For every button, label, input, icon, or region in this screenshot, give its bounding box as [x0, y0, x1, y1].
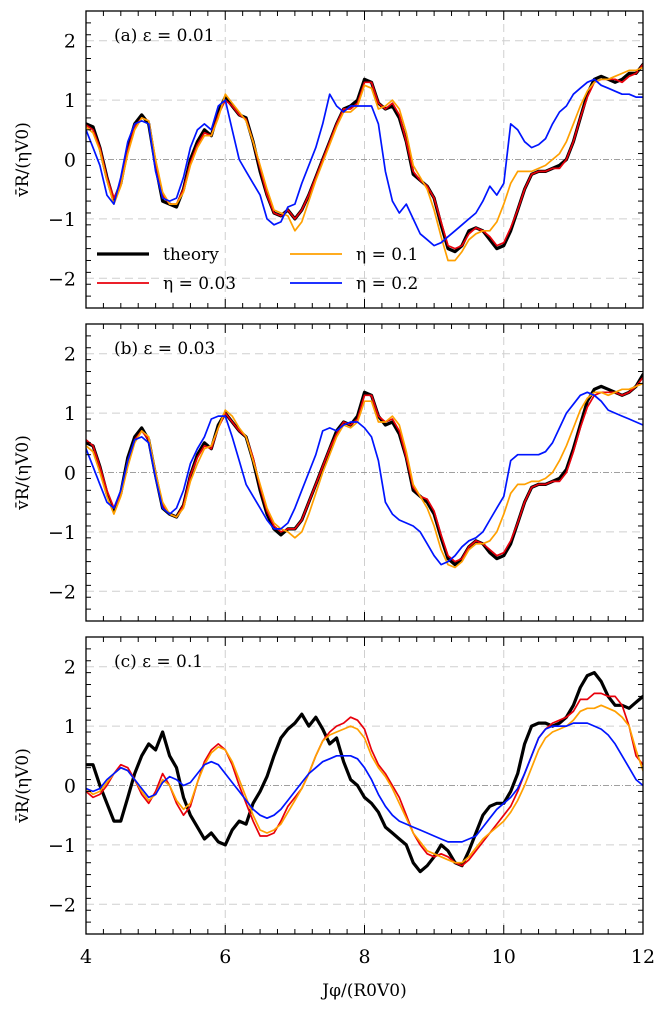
y-axis-label: v̄R/(ηV0) [13, 748, 33, 824]
y-tick-label: 1 [64, 90, 76, 112]
panel-label: (c) ε = 0.1 [114, 652, 203, 672]
y-tick-label: 0 [64, 463, 76, 485]
series-group [86, 671, 643, 874]
panel-label: (b) ε = 0.03 [114, 339, 215, 359]
legend-label: η = 0.1 [356, 245, 418, 265]
series-group [86, 62, 643, 262]
y-tick-label: 0 [64, 776, 76, 798]
y-tick-label: 2 [64, 657, 76, 679]
legend-label: η = 0.2 [356, 274, 418, 294]
x-tick-label: 8 [358, 946, 370, 968]
x-tick-label: 10 [492, 946, 516, 968]
series-line-3 [86, 78, 643, 247]
legend-label: η = 0.03 [163, 274, 236, 294]
series-group [86, 372, 643, 569]
y-tick-label: −1 [48, 209, 76, 231]
panel-label: (a) ε = 0.01 [114, 26, 215, 46]
x-tick-label: 6 [219, 946, 231, 968]
y-tick-label: −1 [48, 522, 76, 544]
series-line-1 [86, 692, 643, 867]
series-line-2 [86, 382, 643, 569]
series-line-2 [86, 704, 643, 864]
panel-0: −2 −1 0 1 2 v̄R/(ηV0) (a) ε = 0.01 theory η = 0.… [13, 10, 644, 309]
y-tick-label: −2 [48, 581, 76, 603]
y-tick-label: −2 [48, 894, 76, 916]
x-tick-label: 4 [80, 946, 92, 968]
x-axis-label: Jφ/(R0V0) [320, 981, 406, 1001]
legend: theory η = 0.03 η = 0.1 η = 0.2 [97, 245, 418, 294]
series-line-2 [86, 66, 643, 262]
panel-1: −2 −1 0 1 2 v̄R/(ηV0) (b) ε = 0.03 [13, 323, 644, 622]
y-tick-label: 1 [64, 403, 76, 425]
series-line-3 [86, 722, 643, 843]
y-tick-label: 2 [64, 344, 76, 366]
y-tick-label: 0 [64, 150, 76, 172]
y-tick-label: −2 [48, 268, 76, 290]
legend-label: theory [163, 245, 219, 265]
y-tick-label: 1 [64, 716, 76, 738]
y-tick-label: −1 [48, 835, 76, 857]
series-line-3 [86, 391, 643, 566]
y-axis-label: v̄R/(ηV0) [13, 122, 33, 198]
y-axis-label: v̄R/(ηV0) [13, 435, 33, 511]
x-tick-label: 12 [631, 946, 655, 968]
y-tick-label: 2 [64, 31, 76, 53]
